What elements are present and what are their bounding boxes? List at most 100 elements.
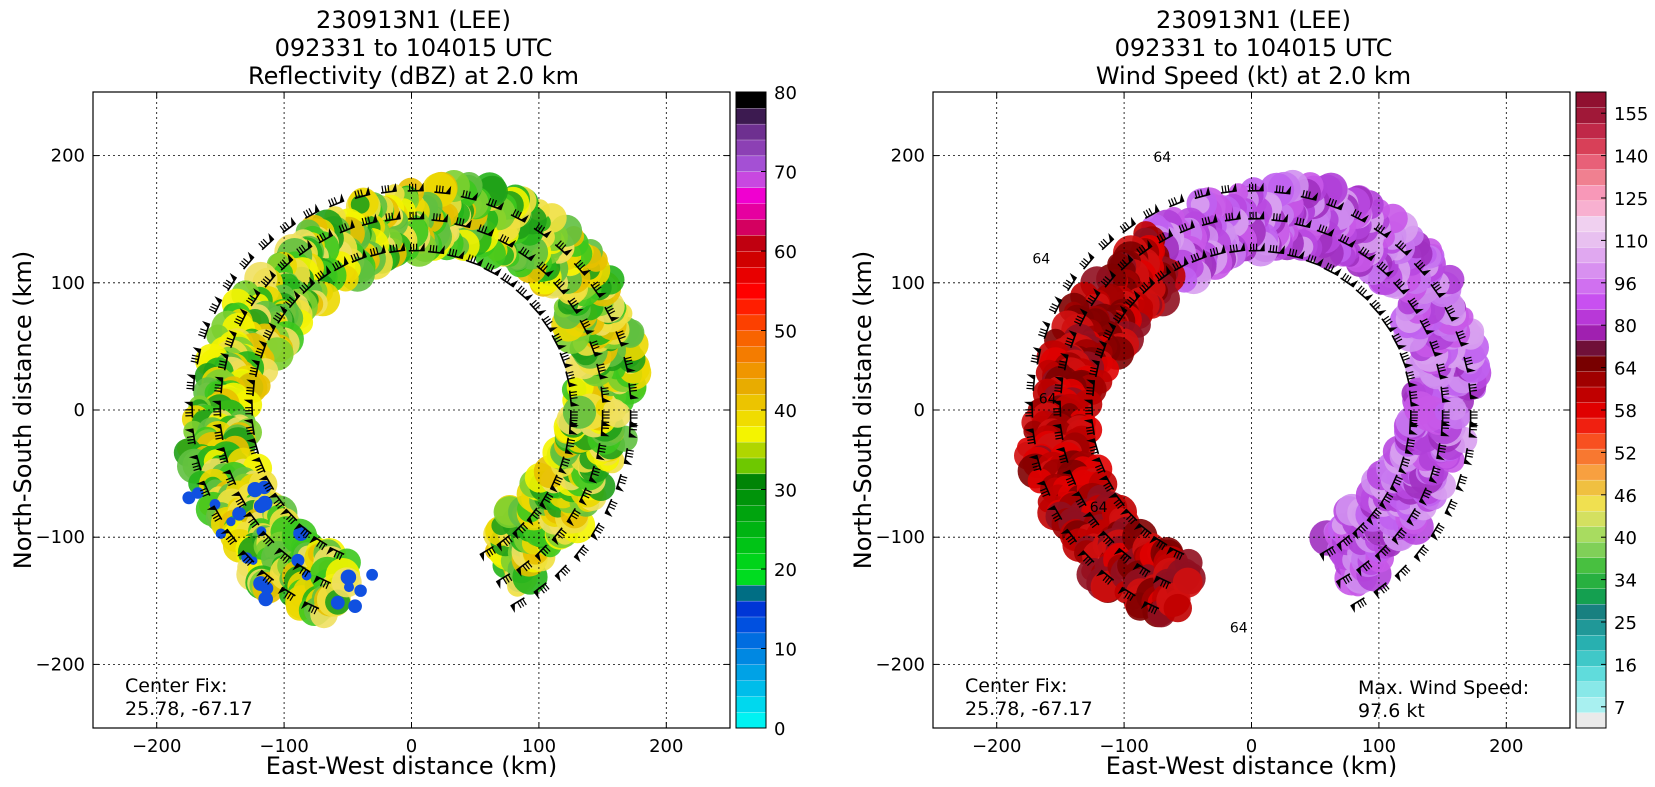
barb-tick xyxy=(265,329,273,334)
barb-tick xyxy=(1224,185,1227,193)
barb-tick xyxy=(1364,563,1370,570)
barb-tick xyxy=(560,570,567,577)
barb-tick xyxy=(619,478,627,482)
barb-tick xyxy=(1058,454,1066,458)
barb-tick xyxy=(385,213,388,221)
colorbar-swatch xyxy=(1575,246,1607,264)
barb-flag xyxy=(350,219,355,229)
barb-tick xyxy=(277,263,284,270)
colorbar-swatch xyxy=(735,505,767,522)
barb-tick xyxy=(245,426,254,429)
barb-tick xyxy=(1417,261,1424,268)
barb-tick xyxy=(502,235,507,243)
barb-staff xyxy=(1381,318,1392,333)
barb-tick xyxy=(1384,318,1391,324)
barb-tick xyxy=(1400,570,1407,577)
barb-flag xyxy=(188,455,198,460)
barb-tick xyxy=(601,390,609,393)
barb-tick xyxy=(530,299,537,306)
barb-tick xyxy=(1386,320,1393,326)
barb-tick xyxy=(1114,314,1122,320)
barb-tick xyxy=(472,256,477,264)
barb-tick xyxy=(1130,518,1137,525)
barb-flag xyxy=(251,359,260,367)
barb-tick xyxy=(607,307,614,313)
barb-tick xyxy=(1407,376,1415,380)
barb-tick xyxy=(507,536,513,543)
barb-tick xyxy=(235,318,243,323)
colorbar-swatch xyxy=(1575,200,1607,217)
x-tick-label: 200 xyxy=(1489,736,1523,757)
barb-tick xyxy=(504,236,510,244)
barb-tick xyxy=(296,248,302,255)
barb-staff xyxy=(1173,262,1189,272)
barb-tick xyxy=(287,298,294,305)
barb-tick xyxy=(264,484,272,490)
barb-tick xyxy=(1362,523,1369,530)
barb-tick xyxy=(317,272,323,279)
barb-tick xyxy=(1442,393,1450,396)
barb-flag xyxy=(1108,322,1116,331)
max-wind-annotation: Max. Wind Speed: xyxy=(1358,677,1529,699)
barb-tick xyxy=(1055,434,1063,437)
barb-tick xyxy=(316,540,321,548)
contour-label: 64 xyxy=(1090,500,1108,516)
barb-tick xyxy=(1156,540,1161,548)
barb-flag xyxy=(290,216,296,227)
barb-tick xyxy=(1086,386,1094,389)
colorbar-swatch xyxy=(1575,107,1607,124)
barb-tick xyxy=(1281,185,1284,193)
barb-tick xyxy=(1459,478,1467,482)
barb-tick xyxy=(626,449,634,452)
barb-tick xyxy=(235,498,243,503)
barb-tick xyxy=(1177,260,1182,268)
barb-staff xyxy=(1335,573,1351,583)
colorbar-swatch xyxy=(735,171,767,188)
barb-staff xyxy=(1398,456,1405,473)
barb-staff xyxy=(191,428,196,445)
barb-staff xyxy=(196,348,202,365)
barb-tick xyxy=(599,444,607,447)
gridlines xyxy=(933,92,1570,728)
barb-flag xyxy=(1445,509,1453,517)
barb-tick xyxy=(598,369,606,373)
barb-tick xyxy=(592,345,600,350)
barb-flag xyxy=(1097,531,1107,537)
barb-flag xyxy=(326,547,335,555)
barb-tick xyxy=(573,509,581,515)
colorbar-swatch xyxy=(1575,634,1607,651)
barb-tick xyxy=(1448,310,1456,315)
barb-tick xyxy=(507,574,513,582)
barb-tick xyxy=(544,583,550,590)
barb-tick xyxy=(467,254,471,262)
barb-flag xyxy=(400,242,406,251)
barb-tick xyxy=(1394,478,1402,483)
barb-tick xyxy=(228,482,236,487)
barb-tick xyxy=(1129,594,1135,602)
barb-staff xyxy=(1138,245,1153,257)
colorbar-swatch xyxy=(735,616,767,634)
barb-tick xyxy=(1048,308,1056,313)
barb-flag xyxy=(630,394,639,400)
barb-tick xyxy=(210,305,217,310)
barb-staff xyxy=(278,547,292,560)
barb-flag xyxy=(559,467,567,475)
barb-flag xyxy=(214,296,222,305)
reflectivity-panel: −200 −100 0 100 200−200−1000100200East-West … xyxy=(9,6,797,780)
colorbar-tick-label: 0 xyxy=(774,719,785,740)
barb-tick xyxy=(250,367,258,370)
barb-staff xyxy=(628,421,632,438)
colorbar-tick-label: 110 xyxy=(1614,231,1648,252)
x-tick-label: −100 xyxy=(1099,736,1148,757)
barb-flag xyxy=(1258,182,1264,191)
barb-flag xyxy=(593,351,604,357)
barb-tick xyxy=(260,280,267,287)
barb-tick xyxy=(246,389,254,392)
colorbar-tick-label: 34 xyxy=(1614,571,1637,592)
barb-tick xyxy=(1437,366,1446,370)
barb-flag xyxy=(1431,532,1438,541)
barb-tick xyxy=(1379,587,1385,594)
colorbar-swatch xyxy=(735,378,767,395)
barb-tick xyxy=(1321,225,1325,233)
barb-tick xyxy=(1082,556,1089,562)
